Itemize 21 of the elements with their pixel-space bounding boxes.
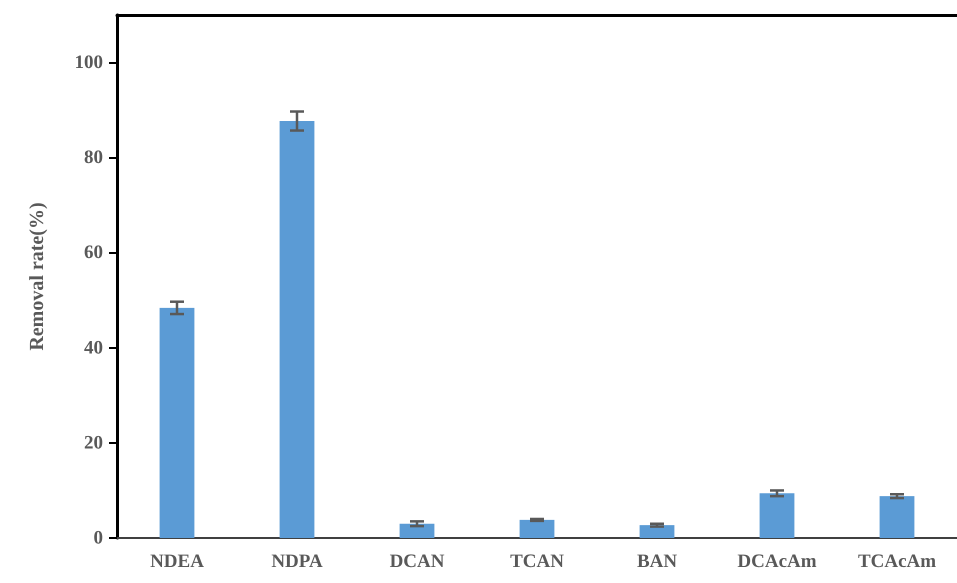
y-tick-label: 40 — [84, 337, 103, 358]
y-tick-label: 100 — [74, 52, 103, 74]
bar — [400, 524, 434, 538]
y-axis-title: Removal rate(%) — [26, 202, 48, 351]
y-tick-label: 20 — [84, 432, 103, 454]
y-tick-label: 60 — [84, 242, 103, 264]
x-tick-label: NDPA — [271, 551, 323, 572]
bar — [880, 496, 914, 538]
x-tick-label: TCAcAm — [858, 551, 936, 572]
bar — [520, 520, 554, 538]
bar — [280, 121, 314, 538]
bar — [760, 493, 794, 538]
x-tick-label: DCAN — [390, 551, 445, 572]
x-tick-label: BAN — [636, 551, 678, 572]
bar — [640, 525, 674, 538]
x-tick-label: TCAN — [510, 551, 564, 572]
bar — [160, 308, 194, 538]
x-tick-label: DCAcAm — [737, 551, 817, 572]
y-tick-label: 80 — [84, 147, 103, 168]
y-tick-label: 0 — [94, 528, 103, 548]
x-tick-label: NDEA — [150, 551, 204, 572]
